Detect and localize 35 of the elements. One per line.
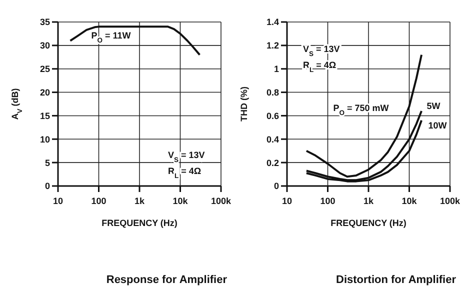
y-tick-label: 35 xyxy=(40,17,50,28)
y-tick-label: 1 xyxy=(274,64,279,74)
y-tick-label: 0.4 xyxy=(266,134,279,144)
series-label: 5W xyxy=(426,101,441,112)
x-tick-label: 1k xyxy=(134,196,146,206)
y-tick-label: 1.4 xyxy=(266,17,279,28)
y-tick-label: 0.2 xyxy=(266,158,279,168)
x-tick-label: 100k xyxy=(210,196,232,206)
text: Distortion for Amplifier xyxy=(336,274,457,286)
x-tick-label: 10k xyxy=(402,196,418,206)
y-tick-label: 1.2 xyxy=(266,40,279,51)
x-tick-label: 10 xyxy=(52,196,64,206)
y-tick-label: 20 xyxy=(40,87,50,98)
y-tick-label: 10 xyxy=(40,134,50,144)
y-tick-label: 30 xyxy=(40,40,50,51)
x-tick-label: 10k xyxy=(172,196,189,206)
x-tick-label: 10 xyxy=(282,196,292,206)
x-tick-label: 1k xyxy=(363,196,374,206)
series-label: 10W xyxy=(428,120,448,130)
y-tick-label: 0 xyxy=(274,181,279,192)
x-tick-label: 100 xyxy=(320,196,336,206)
annotation: V$_{S}$ = 13V xyxy=(168,150,205,164)
x-axis-title: FREQUENCY (Hz) xyxy=(330,218,406,228)
y-axis-title: THD (%) xyxy=(239,86,249,122)
text: Response for Amplifier xyxy=(106,274,228,286)
x-axis-title: FREQUENCY (Hz) xyxy=(102,218,178,228)
y-tick-label: 15 xyxy=(40,110,50,121)
x-tick-label: 100 xyxy=(91,196,106,206)
y-tick-label: 5 xyxy=(44,158,50,168)
x-tick-label: 100k xyxy=(440,196,461,206)
y-tick-label: 0 xyxy=(44,181,50,192)
y-tick-label: 0.6 xyxy=(266,110,279,121)
annotation: R$_{L}$ = 4Ω xyxy=(168,166,202,180)
y-tick-label: 0.8 xyxy=(266,87,279,98)
y-tick-label: 25 xyxy=(40,64,50,74)
